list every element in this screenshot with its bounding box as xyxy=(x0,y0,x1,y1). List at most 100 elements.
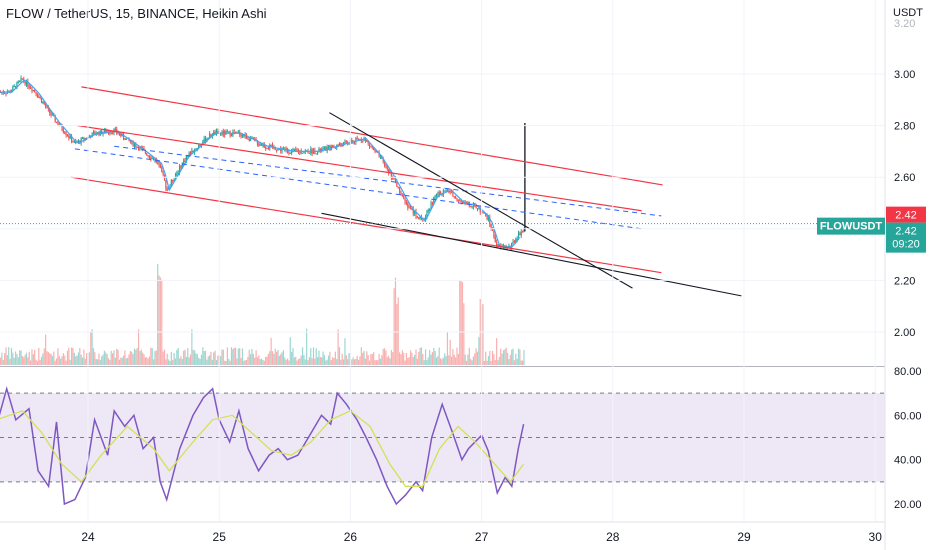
volume-bar xyxy=(322,351,324,365)
volume-bar xyxy=(371,353,373,365)
volume-bar xyxy=(453,354,455,365)
pane-separator[interactable] xyxy=(0,366,885,367)
volume-bar xyxy=(435,357,438,365)
price-tick-label-5: 2.00 xyxy=(894,327,915,339)
candle-body xyxy=(77,140,80,143)
volume-bar xyxy=(274,348,276,365)
volume-bar xyxy=(461,282,464,365)
candle-body xyxy=(429,208,431,211)
volume-bar xyxy=(51,355,54,365)
last-price-text: 2.42 xyxy=(895,226,916,238)
volume-bar xyxy=(77,352,80,365)
candle-body xyxy=(237,132,239,134)
candle-body xyxy=(266,147,268,149)
candle-body xyxy=(109,132,111,134)
volume-bar xyxy=(496,338,498,365)
candle-body xyxy=(374,150,376,152)
volume-bar xyxy=(118,359,121,365)
volume-bar xyxy=(125,358,127,365)
candle-body xyxy=(151,158,153,160)
candle-body xyxy=(32,89,34,91)
volume-bar xyxy=(106,354,108,365)
candle-body xyxy=(470,206,472,208)
volume-bar xyxy=(330,360,332,365)
volume-bar xyxy=(460,281,462,365)
candle-body xyxy=(262,144,264,146)
candle-body xyxy=(135,144,137,148)
volume-bar xyxy=(505,347,507,365)
candle-body xyxy=(209,134,211,139)
candle-body xyxy=(396,181,398,187)
candle-body xyxy=(94,132,96,135)
candle-body xyxy=(43,102,45,105)
volume-bar xyxy=(464,354,466,365)
volume-bar xyxy=(433,348,435,365)
volume-bar xyxy=(319,356,321,365)
price-tick-label-2: 2.60 xyxy=(894,172,915,184)
candle-body xyxy=(117,132,119,134)
volume-bar xyxy=(356,355,358,365)
volume-bar xyxy=(172,359,174,365)
candle-body xyxy=(416,216,418,218)
candle-body xyxy=(362,140,364,142)
candle-body xyxy=(80,138,82,143)
volume-bar xyxy=(358,359,360,365)
candle-body xyxy=(323,147,326,149)
volume-bar xyxy=(162,351,164,365)
volume-bar xyxy=(416,358,418,365)
candle-body xyxy=(404,197,406,203)
volume-bar xyxy=(25,352,28,365)
volume-bar xyxy=(110,350,112,365)
volume-bar xyxy=(53,351,55,365)
volume-bar xyxy=(291,351,293,365)
volume-bar xyxy=(258,355,260,365)
candle-body xyxy=(136,147,138,149)
candle-body xyxy=(512,241,514,243)
candle-body xyxy=(325,147,327,151)
volume-bar xyxy=(280,354,282,365)
candle-body xyxy=(112,132,114,134)
candle-body xyxy=(165,180,167,190)
volume-bar xyxy=(363,350,365,365)
candle-body xyxy=(322,148,324,150)
volume-bar xyxy=(207,356,209,365)
volume-bar xyxy=(373,352,375,365)
volume-bar xyxy=(267,353,269,365)
volume-bar xyxy=(139,351,141,365)
candle-body xyxy=(124,138,126,140)
candle-body xyxy=(375,150,377,153)
volume-bar xyxy=(57,348,59,365)
drawings[interactable] xyxy=(0,79,885,297)
volume-bar xyxy=(260,358,263,365)
volume-bar xyxy=(430,354,432,365)
volume-bar xyxy=(32,354,34,365)
volume-bar xyxy=(423,360,425,365)
volume-bar xyxy=(476,351,479,365)
candle-body xyxy=(72,141,74,143)
volume-bar xyxy=(489,350,491,365)
volume-bar xyxy=(236,358,238,365)
candle-body xyxy=(308,152,310,154)
candle-body xyxy=(379,156,382,158)
volume-bar xyxy=(347,359,349,365)
candle-body xyxy=(162,172,164,175)
candle-body xyxy=(64,132,66,134)
candle-body xyxy=(270,145,272,147)
candle-body xyxy=(228,131,230,133)
volume-bar xyxy=(522,360,524,365)
candle-body xyxy=(248,138,250,141)
volume-bar xyxy=(9,358,11,365)
candle-body xyxy=(485,213,487,216)
volume-bar xyxy=(383,348,386,365)
channel-midline-0 xyxy=(74,148,642,230)
candle-body xyxy=(4,93,6,95)
volume-bar xyxy=(394,277,397,365)
volume-bar xyxy=(92,348,95,365)
candle-body xyxy=(154,159,156,161)
candle-body xyxy=(192,150,194,153)
volume-bar xyxy=(399,352,401,365)
candle-body xyxy=(88,136,90,138)
candle-body xyxy=(367,141,369,144)
